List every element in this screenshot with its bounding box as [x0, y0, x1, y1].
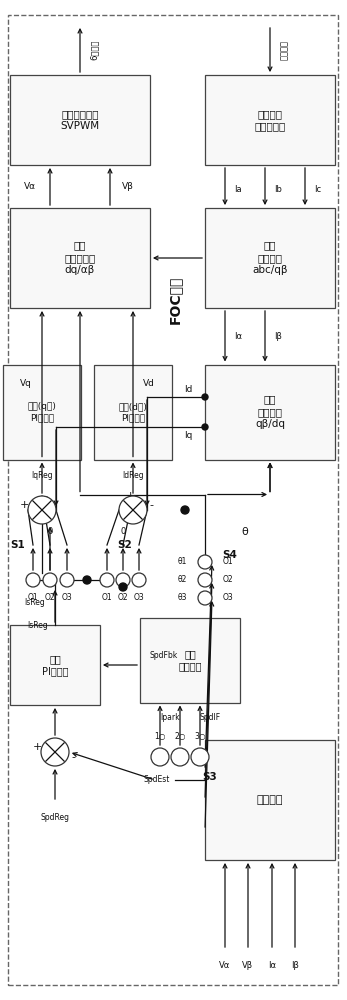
- Circle shape: [119, 496, 147, 524]
- Text: 3○: 3○: [194, 732, 206, 742]
- Bar: [94, 364, 172, 460]
- Bar: [205, 208, 335, 308]
- Bar: [205, 740, 335, 860]
- Text: Ia: Ia: [234, 186, 242, 194]
- Text: Vβ: Vβ: [243, 960, 254, 970]
- Circle shape: [198, 573, 212, 587]
- Text: SpdEst: SpdEst: [144, 776, 170, 784]
- Text: IsReg: IsReg: [28, 620, 48, 630]
- Text: 0: 0: [48, 528, 53, 536]
- Text: -: -: [43, 491, 47, 501]
- Text: S2: S2: [118, 540, 132, 550]
- Text: +: +: [19, 500, 29, 510]
- Text: IqReg: IqReg: [31, 471, 53, 480]
- Text: +: +: [125, 491, 135, 501]
- Text: 电流采样: 电流采样: [279, 40, 288, 60]
- Text: 1○: 1○: [154, 732, 166, 742]
- Text: θ: θ: [242, 527, 248, 537]
- Bar: [205, 364, 335, 460]
- Text: Ib: Ib: [274, 186, 282, 194]
- Circle shape: [116, 573, 130, 587]
- Text: O1: O1: [223, 558, 234, 566]
- Text: 直轴(d轴)
PI调节器: 直轴(d轴) PI调节器: [119, 402, 147, 422]
- Text: 旋转
坐标反变换
dq/αβ: 旋转 坐标反变换 dq/αβ: [65, 241, 96, 275]
- Text: +: +: [32, 742, 42, 752]
- Text: O3: O3: [223, 593, 234, 602]
- Circle shape: [28, 496, 56, 524]
- Text: O1: O1: [28, 593, 38, 602]
- Text: Vq: Vq: [20, 379, 32, 388]
- Circle shape: [151, 748, 169, 766]
- Text: Iβ: Iβ: [274, 332, 282, 341]
- Text: IdReg: IdReg: [122, 471, 144, 480]
- Text: -: -: [71, 752, 75, 762]
- Text: Ic: Ic: [314, 186, 321, 194]
- Text: Iα: Iα: [234, 332, 242, 341]
- Text: 空间矢量调制
SVPWM: 空间矢量调制 SVPWM: [60, 109, 100, 131]
- Bar: [10, 625, 100, 705]
- Text: IsReg: IsReg: [24, 598, 45, 607]
- Text: 静止
坐标变换
abc/qβ: 静止 坐标变换 abc/qβ: [252, 241, 288, 275]
- Bar: [140, 617, 240, 702]
- Text: SpdFbk: SpdFbk: [150, 650, 178, 660]
- Text: Id: Id: [185, 384, 193, 393]
- Text: Iq: Iq: [185, 430, 193, 440]
- Circle shape: [60, 573, 74, 587]
- Circle shape: [100, 573, 114, 587]
- Circle shape: [202, 394, 208, 400]
- Circle shape: [181, 506, 189, 514]
- Text: Vα: Vα: [24, 182, 36, 191]
- Text: 交轴(q轴)
PI调节器: 交轴(q轴) PI调节器: [27, 402, 57, 422]
- Text: O1: O1: [102, 593, 112, 602]
- Circle shape: [191, 748, 209, 766]
- Text: 旋转
坐标变换
qβ/dq: 旋转 坐标变换 qβ/dq: [255, 395, 285, 429]
- Text: 强制
开环运行: 强制 开环运行: [178, 649, 202, 671]
- Text: θ2: θ2: [178, 576, 187, 584]
- Text: 位置估算: 位置估算: [257, 795, 283, 805]
- Text: 0: 0: [120, 528, 126, 536]
- Text: S3: S3: [203, 772, 217, 782]
- Text: Ipark: Ipark: [160, 713, 180, 722]
- Circle shape: [43, 573, 57, 587]
- Circle shape: [119, 583, 127, 591]
- Text: θ3: θ3: [178, 593, 187, 602]
- Bar: [10, 75, 150, 165]
- Text: Vβ: Vβ: [122, 182, 134, 191]
- Text: θ1: θ1: [178, 558, 187, 566]
- Text: -: -: [149, 500, 153, 510]
- Circle shape: [83, 576, 91, 584]
- Text: SpdIF: SpdIF: [200, 713, 221, 722]
- Text: FOC算法: FOC算法: [168, 276, 182, 324]
- Circle shape: [198, 591, 212, 605]
- Text: S1: S1: [11, 540, 25, 550]
- Circle shape: [26, 573, 40, 587]
- Text: 速度
PI调节器: 速度 PI调节器: [42, 654, 68, 676]
- Circle shape: [41, 738, 69, 766]
- Text: Vd: Vd: [143, 379, 155, 388]
- Text: SpdReg: SpdReg: [41, 812, 69, 822]
- Text: O2: O2: [45, 593, 55, 602]
- Text: 2○: 2○: [174, 732, 186, 742]
- Circle shape: [202, 424, 208, 430]
- Text: S4: S4: [222, 550, 237, 560]
- Text: Iβ: Iβ: [291, 960, 299, 970]
- Text: O2: O2: [118, 593, 128, 602]
- Circle shape: [132, 573, 146, 587]
- Text: Vα: Vα: [219, 960, 231, 970]
- Circle shape: [171, 748, 189, 766]
- Text: O3: O3: [134, 593, 144, 602]
- Text: O2: O2: [223, 576, 234, 584]
- Text: Iα: Iα: [268, 960, 276, 970]
- Bar: [3, 364, 81, 460]
- Bar: [10, 208, 150, 308]
- Bar: [205, 75, 335, 165]
- Text: 6路驱动: 6路驱动: [90, 40, 99, 60]
- Circle shape: [198, 555, 212, 569]
- Text: O3: O3: [62, 593, 73, 602]
- Text: 三相电流
采样和重构: 三相电流 采样和重构: [254, 109, 286, 131]
